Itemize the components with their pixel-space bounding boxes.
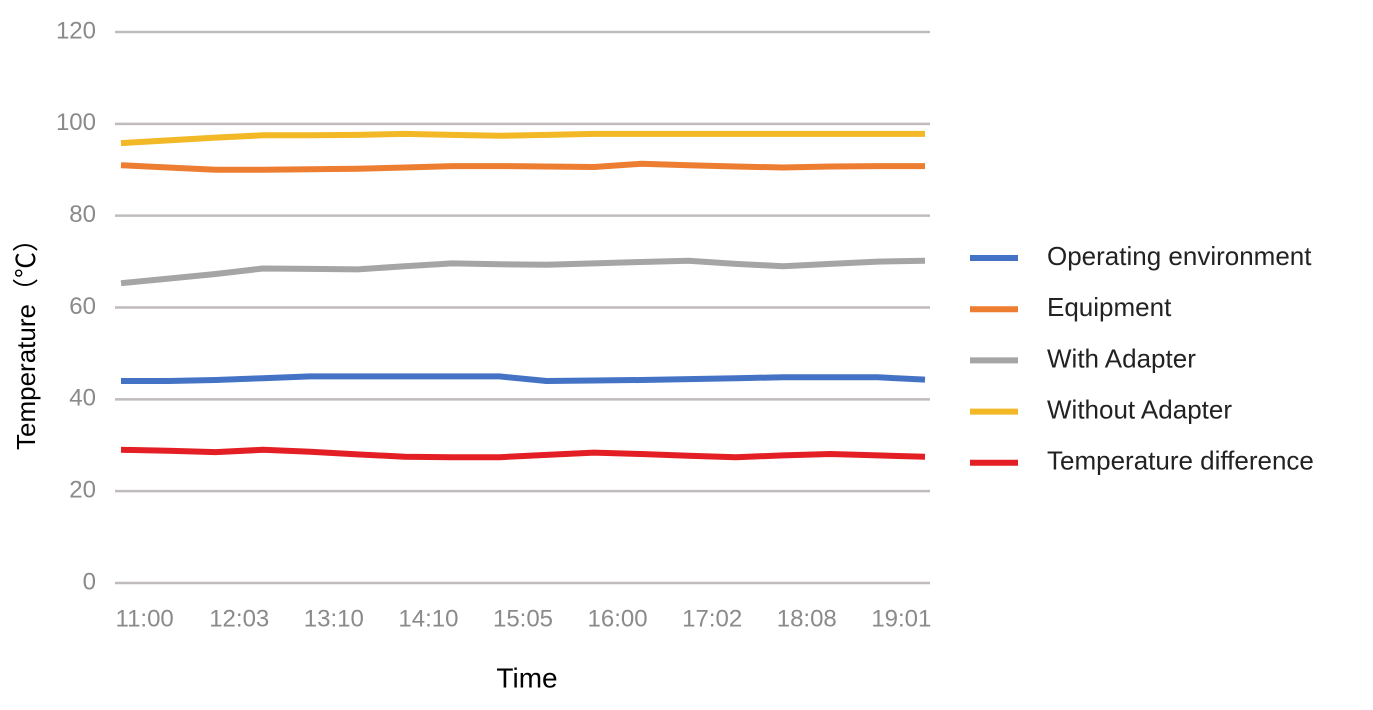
y-axis-label: Temperature（℃） bbox=[11, 226, 41, 450]
x-tick-label: 14:10 bbox=[398, 605, 458, 632]
y-tick-label: 40 bbox=[69, 385, 96, 412]
x-axis-label: Time bbox=[496, 662, 557, 693]
y-tick-label: 80 bbox=[69, 201, 96, 228]
series-line bbox=[120, 257, 926, 287]
y-tick-label: 100 bbox=[56, 109, 96, 136]
x-tick-label: 19:01 bbox=[871, 605, 931, 632]
y-tick-label: 120 bbox=[56, 17, 96, 44]
series-line bbox=[121, 373, 926, 384]
legend-label: Equipment bbox=[1047, 292, 1172, 322]
series-line bbox=[120, 160, 925, 173]
x-tick-label: 15:05 bbox=[493, 605, 553, 632]
y-tick-label: 60 bbox=[69, 293, 96, 320]
series-line bbox=[120, 130, 925, 147]
x-tick-label: 13:10 bbox=[304, 605, 364, 632]
legend-label: Temperature difference bbox=[1047, 446, 1314, 476]
legend-label: Operating environment bbox=[1047, 241, 1312, 271]
y-tick-label: 0 bbox=[83, 568, 96, 595]
x-tick-label: 17:02 bbox=[682, 605, 742, 632]
x-tick-label: 18:08 bbox=[777, 605, 837, 632]
legend-label: With Adapter bbox=[1047, 343, 1196, 373]
legend-label: Without Adapter bbox=[1047, 394, 1232, 424]
y-tick-label: 20 bbox=[69, 477, 96, 504]
x-tick-label: 16:00 bbox=[588, 605, 648, 632]
x-tick-label: 12:03 bbox=[209, 605, 269, 632]
x-tick-label: 11:00 bbox=[116, 605, 174, 632]
series-line bbox=[120, 446, 926, 461]
